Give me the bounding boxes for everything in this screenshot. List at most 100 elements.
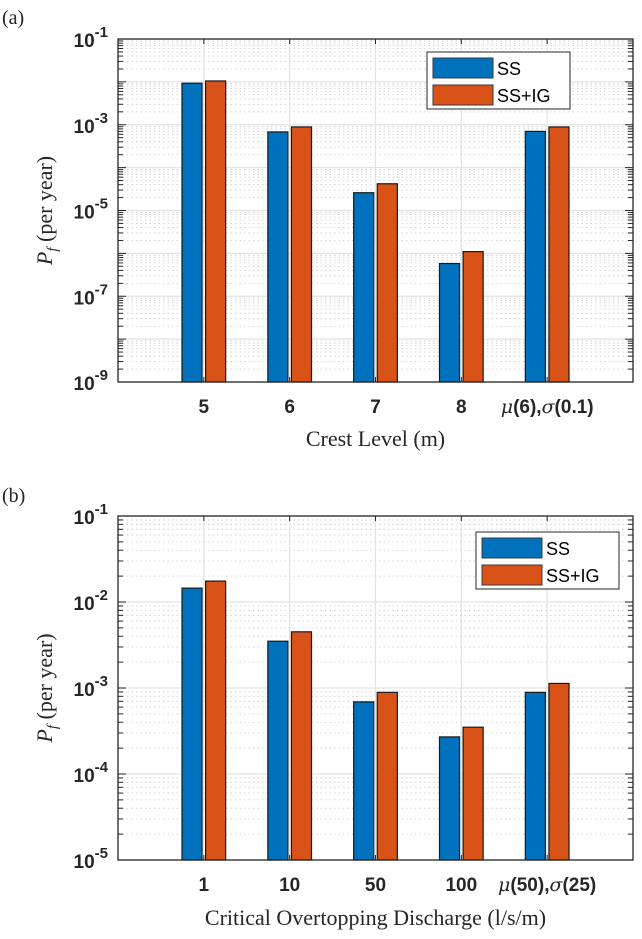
x-tick-label: 100 xyxy=(445,875,477,896)
x-axis-label: Critical Overtopping Discharge (l/s/m) xyxy=(205,905,546,930)
bar-ss-3[interactable] xyxy=(438,262,461,383)
y-tick-exponent: -1 xyxy=(95,24,108,41)
legend-swatch-ss-ig xyxy=(432,84,494,106)
y-tick-exponent: -3 xyxy=(95,110,108,127)
bar-ss-ig-2[interactable] xyxy=(376,183,398,383)
y-tick-base: 10 xyxy=(74,31,95,52)
y-tick-label: 10-5 xyxy=(74,196,108,224)
x-tick-label: 5 xyxy=(199,397,210,418)
y-tick-base: 10 xyxy=(74,203,95,224)
y-tick-base: 10 xyxy=(74,117,95,138)
x-tick-label: 8 xyxy=(456,397,467,418)
x-tick-label: 7 xyxy=(370,397,381,418)
legend-label: SS xyxy=(546,539,570,559)
x-tick-part: 1 xyxy=(199,875,210,896)
bar-ss-ig-2[interactable] xyxy=(376,691,398,861)
x-tick-part: (50), xyxy=(510,875,549,896)
x-tick-label: 10 xyxy=(279,875,300,896)
y-tick-exponent: -5 xyxy=(95,196,108,213)
legend-label: SS xyxy=(497,59,521,79)
y-label-main: P xyxy=(32,252,57,266)
legend[interactable]: SS SS+IG xyxy=(426,51,571,110)
bar-ss-1[interactable] xyxy=(267,131,289,383)
y-tick-exponent: -1 xyxy=(95,501,108,518)
x-tick-part: σ xyxy=(549,874,563,896)
legend-swatch-ss-ig xyxy=(481,564,543,586)
y-tick-label: 10-7 xyxy=(74,281,108,309)
x-axis-label: Crest Level (m) xyxy=(306,426,445,451)
x-tick-part: μ xyxy=(501,396,513,418)
x-tick-label: 50 xyxy=(365,875,386,896)
bar-ss-1[interactable] xyxy=(267,640,289,861)
x-tick-part: σ xyxy=(542,396,556,418)
bar-ss-2[interactable] xyxy=(353,192,375,383)
x-tick-label: 6 xyxy=(284,397,295,418)
y-axis-label: Pf (per year) xyxy=(32,156,61,266)
bar-ss-4[interactable] xyxy=(524,691,546,861)
y-tick-exponent: -5 xyxy=(95,845,108,862)
y-tick-label: 10-2 xyxy=(74,587,108,615)
bar-ss-0[interactable] xyxy=(181,82,203,383)
y-tick-base: 10 xyxy=(74,766,95,787)
x-tick-label: 1 xyxy=(199,875,210,896)
y-tick-exponent: -7 xyxy=(95,281,108,298)
x-tick-part: μ xyxy=(498,874,510,896)
x-tick-part: 6 xyxy=(284,397,295,418)
x-tick-part: (25) xyxy=(562,875,596,896)
y-tick-base: 10 xyxy=(74,374,95,395)
x-tick-part: 100 xyxy=(445,875,477,896)
y-tick-label: 10-5 xyxy=(74,845,108,873)
y-label-rest: (per year) xyxy=(32,633,57,725)
y-label-sub: f xyxy=(45,246,61,252)
legend[interactable]: SS SS+IG xyxy=(475,531,620,590)
y-tick-base: 10 xyxy=(74,288,95,309)
y-tick-base: 10 xyxy=(74,508,95,529)
panel-label: (b) xyxy=(2,485,25,507)
x-tick-label: μ(50),σ(25) xyxy=(498,874,596,896)
bar-ss-0[interactable] xyxy=(181,587,203,861)
x-tick-part: (0.1) xyxy=(555,397,594,418)
grid xyxy=(118,38,633,383)
bars xyxy=(181,580,570,861)
y-label-sub: f xyxy=(45,723,61,729)
bar-ss-ig-3[interactable] xyxy=(462,726,484,861)
y-tick-exponent: -9 xyxy=(95,367,108,384)
bar-ss-ig-1[interactable] xyxy=(290,126,313,383)
bar-ss-3[interactable] xyxy=(438,736,461,861)
bar-ss-ig-3[interactable] xyxy=(462,251,484,383)
y-tick-label: 10-1 xyxy=(74,24,108,52)
y-tick-base: 10 xyxy=(74,594,95,615)
bar-ss-ig-1[interactable] xyxy=(290,631,313,861)
chart-panel-a: 10-910-710-510-310-15 6 7 8 μ(6),σ(0.1)Crest… xyxy=(2,7,634,451)
y-tick-label: 10-3 xyxy=(74,673,108,701)
y-label-main: P xyxy=(32,729,57,743)
y-tick-label: 10-4 xyxy=(74,759,109,787)
bar-ss-ig-0[interactable] xyxy=(205,580,227,861)
y-label-rest: (per year) xyxy=(32,156,57,248)
y-tick-base: 10 xyxy=(74,852,95,873)
x-tick-part: 8 xyxy=(456,397,467,418)
x-tick-label: μ(6),σ(0.1) xyxy=(501,396,594,418)
y-tick-label: 10-1 xyxy=(74,501,108,529)
bar-ss-ig-0[interactable] xyxy=(205,80,227,383)
y-tick-base: 10 xyxy=(74,680,95,701)
y-tick-label: 10-9 xyxy=(74,367,108,395)
panel-label: (a) xyxy=(2,7,24,29)
bar-ss-ig-4[interactable] xyxy=(548,682,570,861)
x-tick-part: (6), xyxy=(513,397,542,418)
x-tick-part: 10 xyxy=(279,875,300,896)
y-tick-exponent: -4 xyxy=(95,759,109,776)
bar-ss-4[interactable] xyxy=(524,130,546,383)
axes-box xyxy=(117,515,634,861)
axes-box xyxy=(117,38,634,383)
x-tick-part: 7 xyxy=(370,397,381,418)
bar-ss-2[interactable] xyxy=(353,701,375,861)
y-axis-label: Pf (per year) xyxy=(32,633,61,743)
bar-ss-ig-4[interactable] xyxy=(548,126,570,383)
x-tick-part: 5 xyxy=(199,397,210,418)
legend-label: SS+IG xyxy=(546,566,600,586)
legend-label: SS+IG xyxy=(497,86,551,106)
legend-swatch-ss xyxy=(481,537,543,559)
legend-swatch-ss xyxy=(432,57,494,79)
